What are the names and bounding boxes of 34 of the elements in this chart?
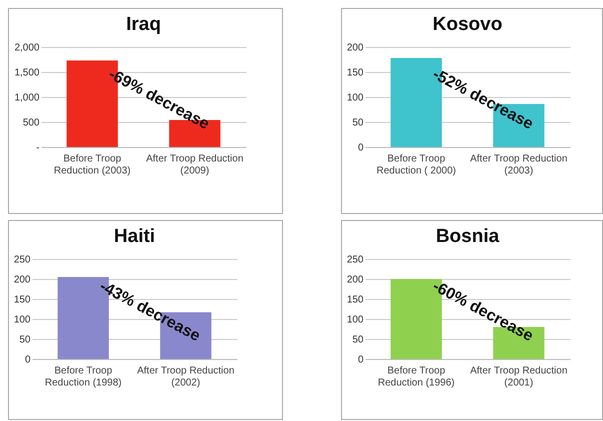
y-tick-label: 100 — [346, 92, 364, 104]
chart-title: Kosovo — [432, 14, 502, 35]
y-tick-label: 200 — [346, 42, 364, 54]
x-tick-label: Before Troop Reduction (2003) — [54, 154, 131, 176]
x-tick-label: After Troop Reduction (2003) — [470, 154, 568, 176]
chart-title: Bosnia — [436, 226, 500, 247]
y-tick-label: 250 — [14, 254, 31, 266]
y-tick-label: 50 — [352, 118, 364, 128]
chart-title: Iraq — [126, 14, 161, 35]
y-tick-label: 1,000 — [14, 92, 40, 104]
y-tick-label: 2,000 — [14, 42, 40, 54]
x-tick-label: After Troop Reduction (2001) — [470, 366, 568, 388]
y-tick-label: 0 — [358, 142, 364, 154]
x-tick-label: After Troop Reduction (2002) — [137, 366, 234, 388]
x-tick-label: Before Troop Reduction (1996) — [378, 366, 455, 388]
y-tick-label: 0 — [358, 354, 364, 366]
y-tick-label: 100 — [14, 314, 31, 326]
y-tick-label: 250 — [346, 254, 364, 266]
y-tick-label: 1,500 — [14, 68, 40, 78]
y-tick-label: 150 — [346, 68, 364, 78]
y-tick-label: 200 — [14, 274, 31, 286]
y-tick-label: 500 — [22, 118, 40, 128]
x-tick-label: Before Troop Reduction ( 2000) — [376, 154, 456, 176]
x-tick-label: After Troop Reduction (2009) — [146, 154, 244, 176]
chart-title: Haiti — [114, 226, 156, 247]
y-tick-label: 50 — [352, 334, 364, 346]
y-tick-label: 100 — [346, 314, 364, 326]
y-tick-label: 150 — [14, 294, 31, 306]
y-tick-label: 50 — [19, 334, 31, 346]
y-tick-label: 150 — [346, 294, 364, 306]
y-tick-label: 0 — [24, 354, 31, 366]
y-tick-label: 200 — [346, 274, 364, 286]
x-tick-label: Before Troop Reduction (1998) — [44, 366, 122, 388]
y-tick-label: - — [36, 142, 40, 154]
